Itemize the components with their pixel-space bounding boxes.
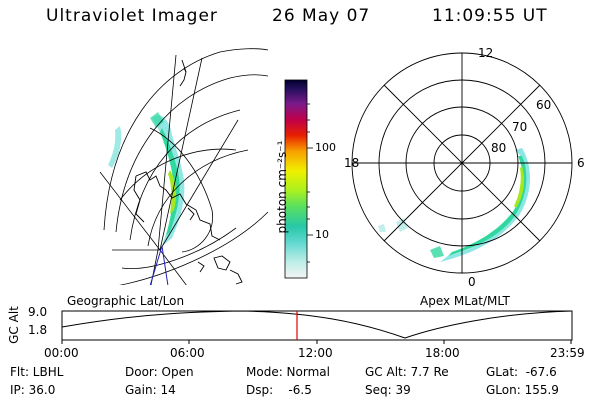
- status-gain: Gain: 14: [125, 383, 176, 397]
- altitude-ytick-min: 1.8: [28, 323, 48, 337]
- mlt-label-12: 12: [478, 46, 494, 60]
- geo-grid: [100, 48, 269, 285]
- subsatellite-track: [161, 245, 169, 285]
- altitude-ylabel: GC Alt: [7, 306, 21, 344]
- time-label: 11:09:55 UT: [432, 6, 548, 26]
- status-glat: GLat: -67.6: [486, 365, 557, 379]
- xtick-1200: 12:00: [298, 346, 333, 360]
- status-seq: Seq: 39: [365, 383, 411, 397]
- mlt-label-6: 6: [577, 156, 585, 170]
- polar-plot: [351, 52, 573, 274]
- colorbar-tick-10: 10: [315, 228, 329, 241]
- altitude-plot: [61, 310, 573, 344]
- colorbar: [284, 79, 308, 279]
- status-ip: IP: 36.0: [10, 383, 56, 397]
- xtick-0000: 00:00: [44, 346, 79, 360]
- mlat-label-70: 70: [512, 120, 528, 134]
- instrument-title: Ultraviolet Imager: [46, 6, 218, 26]
- xtick-0600: 06:00: [170, 346, 205, 360]
- mlt-label-18: 18: [344, 156, 360, 170]
- status-dsp: Dsp: -6.5: [246, 383, 312, 397]
- colorbar-ticks: [307, 103, 313, 263]
- status-gc-alt: GC Alt: 7.7 Re: [365, 365, 449, 379]
- status-filter: Flt: LBHL: [10, 365, 64, 379]
- xtick-1800: 18:00: [425, 346, 460, 360]
- mlt-label-0: 0: [468, 275, 476, 289]
- status-door: Door: Open: [125, 365, 194, 379]
- mlat-label-60: 60: [536, 98, 552, 112]
- polar-aurora: [378, 148, 530, 262]
- coastline: [133, 59, 243, 285]
- status-glon: GLon: 155.9: [486, 383, 559, 397]
- colorbar-tick-100: 100: [315, 141, 336, 154]
- apex-label: Apex MLat/MLT: [420, 294, 510, 308]
- xtick-2359: 23:59: [550, 346, 585, 360]
- geographic-label: Geographic Lat/Lon: [67, 294, 185, 308]
- mlat-label-80: 80: [491, 141, 507, 155]
- geo-aurora: [108, 112, 185, 246]
- altitude-ytick-max: 9.0: [28, 305, 48, 319]
- date-label: 26 May 07: [272, 6, 371, 26]
- geographic-map: [100, 48, 269, 285]
- status-mode: Mode: Normal: [246, 365, 330, 379]
- altitude-curve: [61, 310, 573, 339]
- colorbar-unit-label: photon cm⁻²s⁻¹: [275, 140, 289, 234]
